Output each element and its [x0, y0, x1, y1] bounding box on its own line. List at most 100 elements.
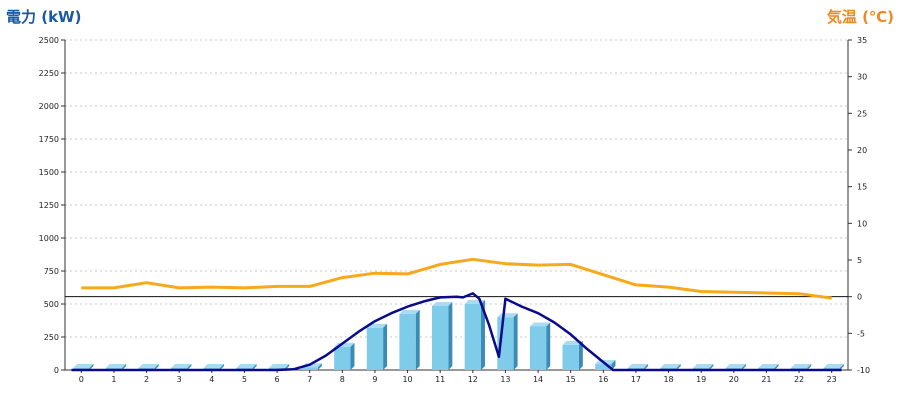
bar-side [187, 364, 192, 370]
right-tick-label: 25 [857, 109, 867, 118]
bar-side [350, 342, 355, 370]
power-line [71, 292, 842, 372]
x-tick-label: 16 [598, 375, 608, 384]
x-tick-label: 11 [435, 375, 445, 384]
x-tick-label: 18 [663, 375, 673, 384]
x-tick-label: 12 [468, 375, 478, 384]
bar [562, 344, 579, 370]
bar-top [171, 364, 192, 368]
bar-side [154, 364, 159, 370]
x-tick-label: 4 [209, 375, 214, 384]
left-axis-title: 電力 (kW) [6, 8, 82, 26]
bar-side [513, 313, 518, 370]
left-tick-label: 1000 [39, 234, 59, 243]
right-tick-label: 5 [857, 256, 862, 265]
x-tick-label: 0 [79, 375, 84, 384]
bar-top [529, 322, 551, 327]
bar [464, 304, 481, 370]
x-tick-label: 21 [761, 375, 771, 384]
bar [334, 346, 351, 370]
bar-side [774, 364, 779, 370]
x-tick-label: 8 [340, 375, 345, 384]
x-tick-label: 14 [533, 375, 543, 384]
left-tick-label: 250 [44, 333, 59, 342]
x-tick-label: 10 [402, 375, 412, 384]
right-tick-label: 20 [857, 146, 867, 155]
x-tick-label: 5 [242, 375, 247, 384]
right-tick-label: 35 [857, 36, 867, 45]
bar-side [383, 323, 388, 370]
x-tick-label: 20 [729, 375, 739, 384]
left-tick-label: 1250 [39, 201, 59, 210]
bar-side [122, 364, 127, 370]
temperature-line [81, 257, 832, 300]
bar-side [448, 301, 453, 370]
bar-top [432, 301, 453, 306]
bar-top [366, 323, 388, 328]
bar [432, 305, 449, 370]
bar-side [546, 322, 551, 370]
bar-side [317, 363, 322, 370]
left-tick-label: 2500 [39, 36, 59, 45]
bar [529, 326, 547, 370]
left-tick-label: 0 [54, 366, 59, 375]
bar-side [709, 364, 714, 370]
left-tick-label: 1750 [39, 135, 59, 144]
bar-side [415, 309, 420, 370]
bar-side [480, 300, 485, 370]
bar-side [741, 364, 746, 370]
x-tick-label: 1 [111, 375, 116, 384]
bar-side [676, 364, 681, 370]
bar [366, 327, 384, 370]
bar-top [758, 364, 779, 368]
bar-side [252, 364, 257, 370]
x-tick-label: 7 [307, 375, 312, 384]
bar-top [790, 364, 812, 368]
right-axis-title: 気温 (℃) [826, 8, 894, 26]
left-tick-label: 750 [44, 267, 59, 276]
left-tick-label: 2000 [39, 102, 59, 111]
left-tick-label: 500 [44, 300, 59, 309]
bar-side [578, 340, 583, 370]
right-tick-label: 0 [857, 293, 862, 302]
bar-side [219, 364, 224, 370]
right-tick-label: -5 [857, 329, 865, 338]
left-tick-label: 1500 [39, 168, 59, 177]
x-tick-label: 15 [566, 375, 576, 384]
bar [301, 367, 318, 370]
bar-side [611, 360, 616, 370]
x-tick-label: 3 [177, 375, 182, 384]
x-tick-label: 6 [275, 375, 280, 384]
bar-top [399, 309, 420, 314]
x-tick-label: 19 [696, 375, 706, 384]
bar-side [807, 364, 812, 370]
x-tick-label: 9 [372, 375, 377, 384]
bar-top [268, 364, 290, 368]
bar-top [105, 364, 127, 368]
bar [595, 364, 612, 370]
right-tick-label: 30 [857, 73, 867, 82]
right-tick-label: -10 [857, 366, 870, 375]
bar-top [203, 364, 224, 368]
bar-top [660, 364, 681, 368]
bar [399, 313, 416, 370]
bar-side [89, 364, 94, 370]
bar-side [839, 364, 844, 370]
x-tick-label: 23 [827, 375, 837, 384]
x-tick-label: 22 [794, 375, 804, 384]
x-tick-label: 13 [500, 375, 510, 384]
right-tick-label: 15 [857, 183, 867, 192]
left-tick-label: 2250 [39, 69, 59, 78]
bar-side [644, 364, 649, 370]
bar-top [823, 364, 844, 368]
bar-top [138, 364, 159, 368]
x-tick-label: 2 [144, 375, 149, 384]
bar-top [236, 364, 257, 368]
bar-top [627, 364, 649, 368]
bar-top [725, 364, 746, 368]
right-tick-label: 10 [857, 219, 867, 228]
bar-top [693, 364, 714, 368]
bar-top [73, 364, 94, 368]
